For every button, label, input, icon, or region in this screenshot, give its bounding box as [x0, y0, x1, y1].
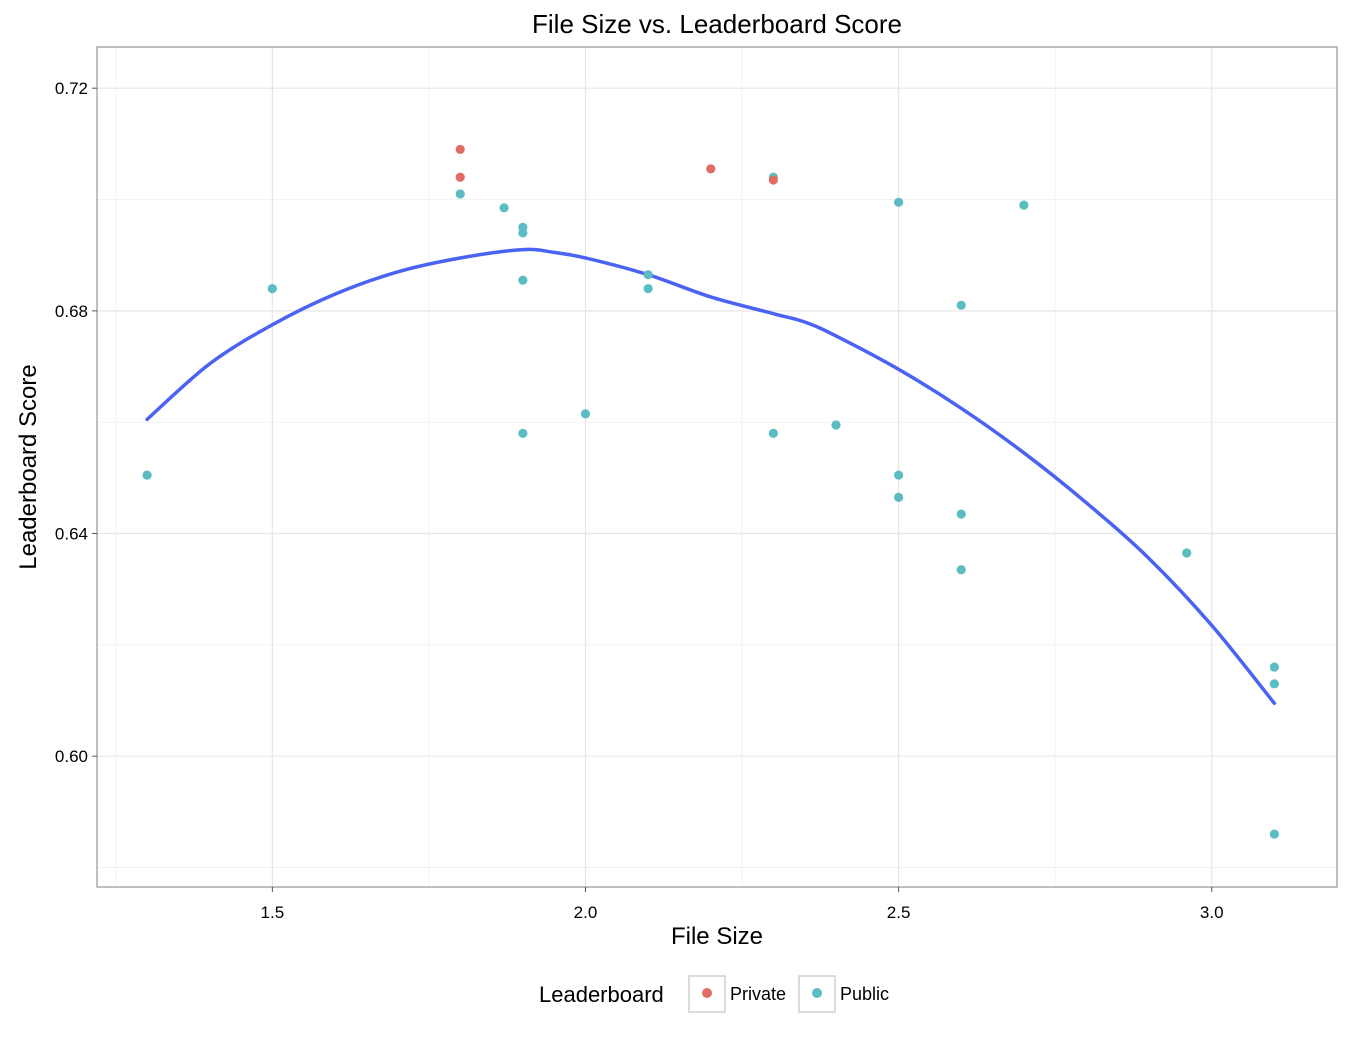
data-point-private: [455, 144, 465, 155]
data-point-public: [643, 270, 653, 280]
data-point-public: [1269, 679, 1279, 689]
data-point-public: [518, 275, 528, 285]
plot-panel-border: [96, 46, 1338, 888]
data-point-public: [1269, 829, 1279, 839]
data-point-public: [956, 509, 966, 519]
data-point-public: [768, 428, 778, 438]
data-points: [142, 144, 1279, 839]
x-tick-label: 1.5: [261, 903, 285, 922]
data-point-public: [956, 565, 966, 575]
minor-gridlines: [97, 47, 1337, 887]
data-point-public: [643, 283, 653, 294]
y-tick-label: 0.72: [55, 79, 88, 98]
legend: Leaderboard Private Public: [539, 975, 889, 1013]
x-tick-label: 3.0: [1200, 903, 1224, 922]
data-point-private: [768, 175, 778, 185]
chart-title: File Size vs. Leaderboard Score: [532, 9, 902, 39]
data-point-private: [455, 172, 465, 182]
y-axis-ticks: 0.60 0.64 0.68 0.72: [55, 79, 97, 766]
y-axis-title: Leaderboard Score: [15, 364, 42, 569]
x-tick-label: 2.5: [887, 903, 911, 922]
x-axis-ticks: 1.5 2.0 2.5 3.0: [261, 887, 1224, 922]
data-point-public: [894, 470, 904, 480]
data-point-public: [518, 428, 528, 438]
legend-item-public: Public: [798, 975, 889, 1013]
y-tick-label: 0.60: [55, 747, 88, 766]
data-point-public: [518, 228, 528, 238]
data-point-public: [455, 189, 465, 199]
data-point-public: [894, 492, 904, 502]
data-point-public: [499, 203, 509, 213]
data-point-public: [1269, 662, 1279, 672]
legend-marker-public: [812, 988, 822, 998]
legend-item-private: Private: [688, 975, 786, 1013]
trend-line-layer: [145, 247, 1277, 706]
legend-marker-private: [702, 988, 712, 998]
data-point-public: [956, 300, 966, 310]
data-point-public: [142, 470, 152, 480]
major-gridlines: [97, 47, 1337, 887]
y-tick-label: 0.64: [55, 525, 88, 544]
data-point-public: [1182, 548, 1192, 558]
trend-line: [145, 247, 1277, 706]
y-tick-label: 0.68: [55, 302, 88, 321]
legend-title: Leaderboard: [539, 982, 664, 1007]
data-point-public: [894, 197, 904, 207]
data-point-public: [267, 283, 277, 294]
data-point-public: [831, 420, 841, 430]
x-axis-title: File Size: [671, 923, 763, 950]
legend-label-public: Public: [840, 984, 889, 1004]
data-point-private: [706, 164, 716, 174]
data-point-public: [580, 409, 591, 419]
legend-label-private: Private: [730, 984, 786, 1004]
x-tick-label: 2.0: [574, 903, 598, 922]
data-point-public: [1019, 200, 1029, 210]
